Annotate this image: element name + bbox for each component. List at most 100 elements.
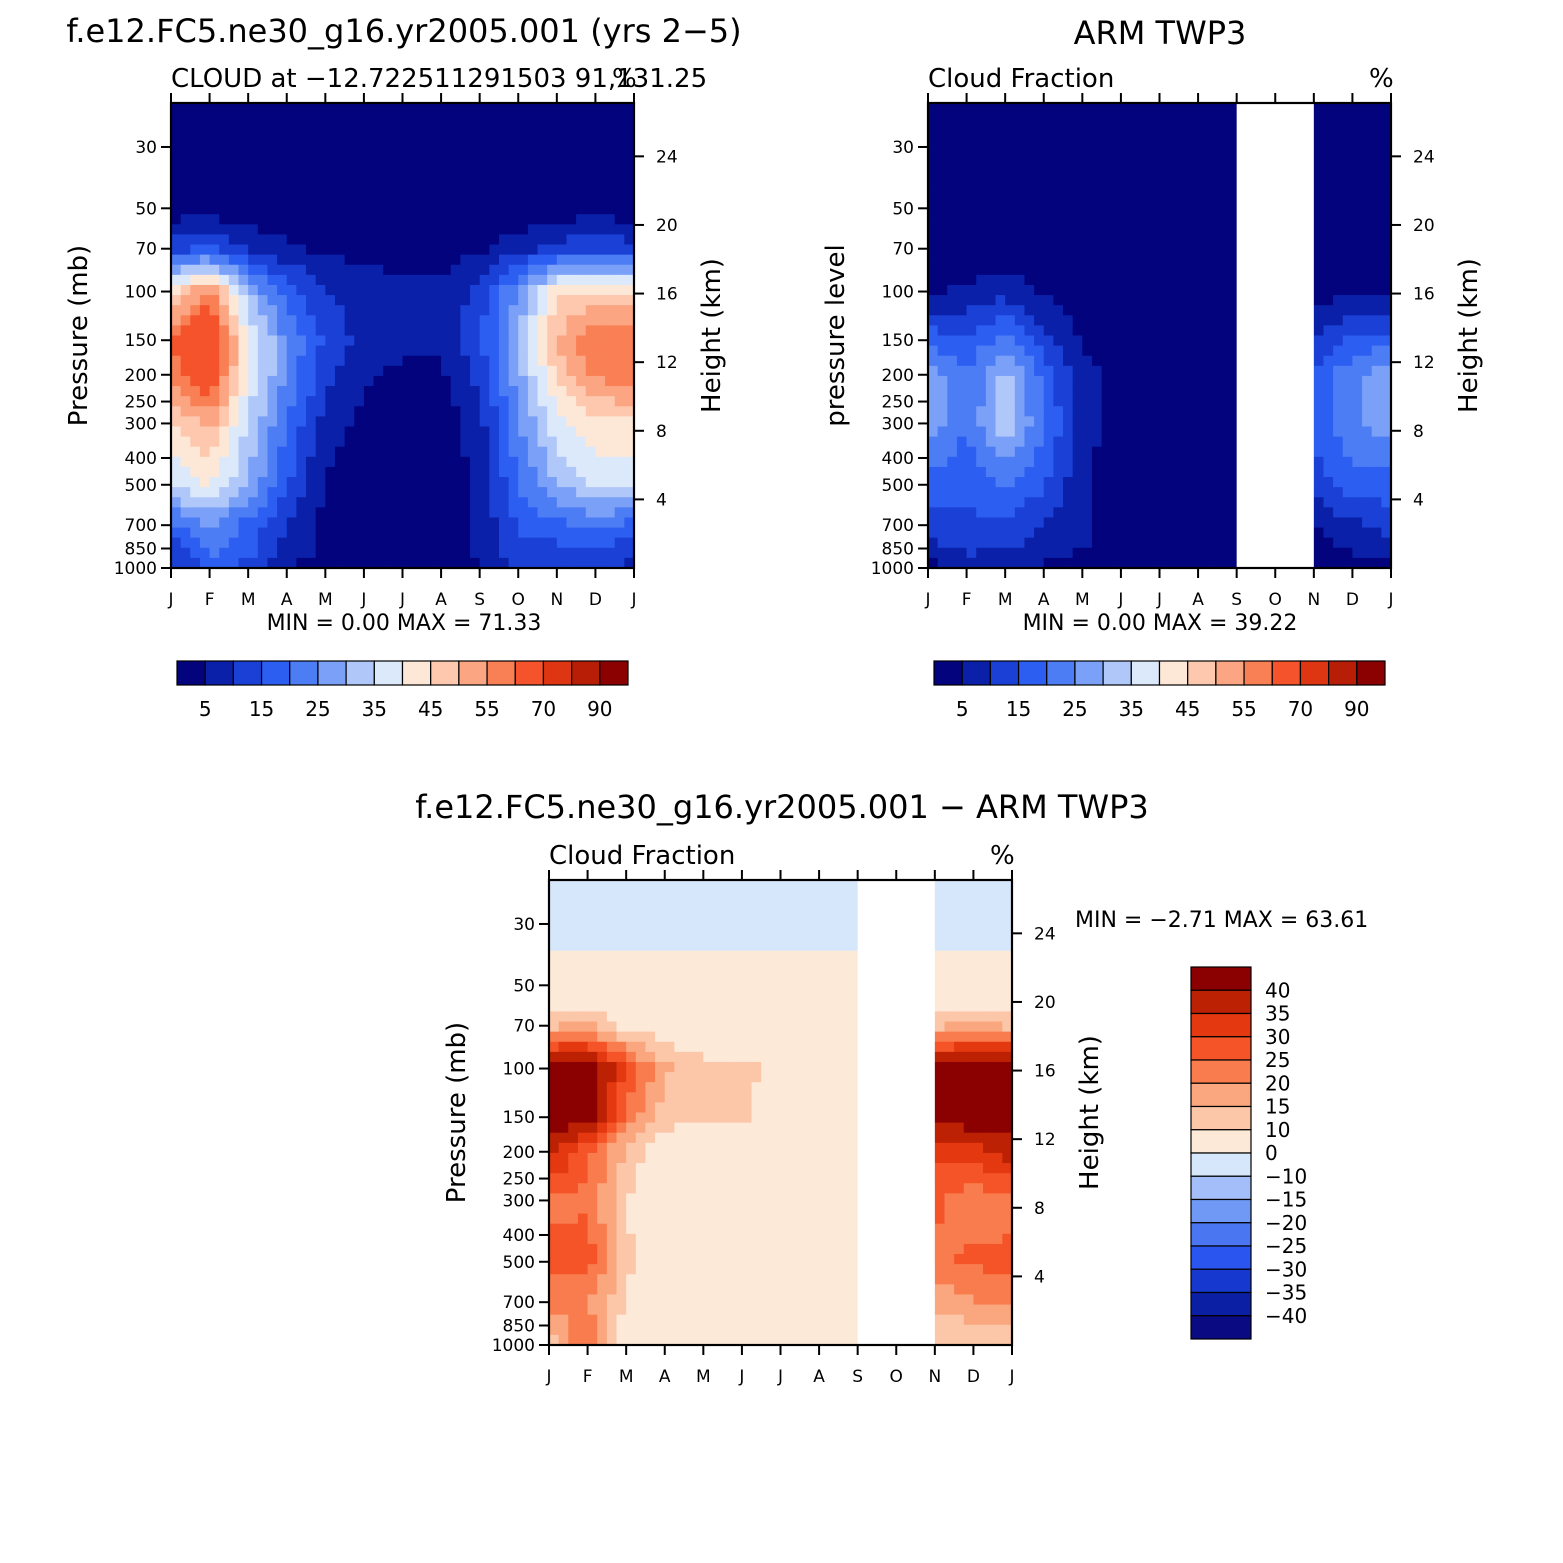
field-cell <box>956 133 968 145</box>
field-cell <box>1091 284 1103 296</box>
field-cell <box>238 426 249 438</box>
field-cell <box>450 274 461 286</box>
field-cell <box>549 950 560 962</box>
field-cell <box>577 890 589 901</box>
field-cell <box>576 497 587 508</box>
field-cell <box>547 547 558 559</box>
field-cell <box>937 274 948 286</box>
field-cell <box>344 547 355 559</box>
field-cell <box>1227 254 1238 266</box>
field-cell <box>325 426 336 438</box>
field-cell <box>1034 284 1045 296</box>
field-cell <box>518 244 529 256</box>
field-cell <box>248 386 259 397</box>
field-cell <box>1082 234 1093 246</box>
field-cell <box>995 103 1006 114</box>
field-cell <box>219 497 230 508</box>
field-cell <box>277 143 288 155</box>
field-cell <box>995 396 1006 407</box>
field-cell <box>558 1203 569 1215</box>
field-cell <box>373 123 384 134</box>
field-cell <box>1371 153 1382 165</box>
field-cell <box>614 305 625 316</box>
field-cell <box>1342 284 1354 296</box>
field-cell <box>1169 123 1180 134</box>
field-cell <box>577 1132 589 1144</box>
field-cell <box>537 143 548 155</box>
field-cell <box>286 315 297 326</box>
field-cell <box>1130 497 1141 508</box>
field-cell <box>606 930 618 942</box>
field-cell <box>450 244 461 256</box>
field-cell <box>296 113 307 124</box>
field-cell <box>1188 315 1199 326</box>
field-cell <box>985 446 997 458</box>
field-cell <box>605 527 616 539</box>
field-cell <box>334 153 346 165</box>
field-cell <box>566 487 577 498</box>
field-cell <box>1342 497 1354 508</box>
field-cell <box>1188 426 1199 438</box>
field-cell <box>1178 365 1190 377</box>
field-cell <box>1130 143 1141 155</box>
field-cell <box>1053 446 1064 458</box>
field-cell <box>421 305 433 316</box>
field-cell <box>1149 386 1161 397</box>
field-cell <box>985 103 997 114</box>
x-tick-label: A <box>281 590 293 610</box>
field-cell <box>286 305 297 316</box>
field-cell <box>995 497 1006 508</box>
field-cell <box>315 204 326 215</box>
field-cell <box>1169 386 1180 397</box>
field-cell <box>1043 204 1054 215</box>
field-cell <box>576 274 587 286</box>
field-cell <box>616 1254 627 1265</box>
field-cell <box>518 477 529 488</box>
field-cell <box>576 335 587 347</box>
field-cell <box>1333 153 1344 165</box>
field-cell <box>479 113 490 124</box>
field-cell <box>614 396 625 407</box>
field-cell <box>363 557 375 569</box>
field-cell <box>344 426 355 438</box>
field-cell <box>585 396 597 407</box>
field-cell <box>1227 375 1238 387</box>
field-cell <box>1342 264 1354 276</box>
field-cell <box>228 557 240 569</box>
field-cell <box>450 143 461 155</box>
field-cell <box>947 224 958 236</box>
field-cell <box>1313 507 1325 519</box>
field-cell <box>199 477 211 488</box>
field-cell <box>518 557 529 569</box>
field-cell <box>928 537 939 549</box>
field-cell <box>1342 386 1354 397</box>
field-cell <box>363 143 375 155</box>
field-cell <box>354 386 365 397</box>
field-cell <box>219 325 230 337</box>
field-cell <box>257 345 269 357</box>
field-cell <box>1159 163 1170 175</box>
field-cell <box>470 406 481 417</box>
field-cell <box>199 173 211 185</box>
field-cell <box>1352 244 1363 256</box>
field-cell <box>1149 234 1161 246</box>
field-cell <box>383 375 394 387</box>
field-cell <box>344 355 355 367</box>
field-cell <box>566 527 577 539</box>
field-cell <box>450 527 461 539</box>
field-cell <box>219 254 230 266</box>
field-cell <box>171 426 182 438</box>
field-cell <box>1227 325 1238 337</box>
field-cell <box>956 244 968 256</box>
field-cell <box>209 517 220 529</box>
field-cell <box>508 335 519 347</box>
field-cell <box>1101 274 1112 286</box>
field-cell <box>1063 507 1074 519</box>
field-cell <box>498 355 510 367</box>
field-cell <box>296 204 307 215</box>
field-cell <box>248 456 259 468</box>
field-cell <box>1323 406 1334 417</box>
field-cell <box>344 396 355 407</box>
field-cell <box>470 386 481 397</box>
field-cell <box>547 466 558 478</box>
